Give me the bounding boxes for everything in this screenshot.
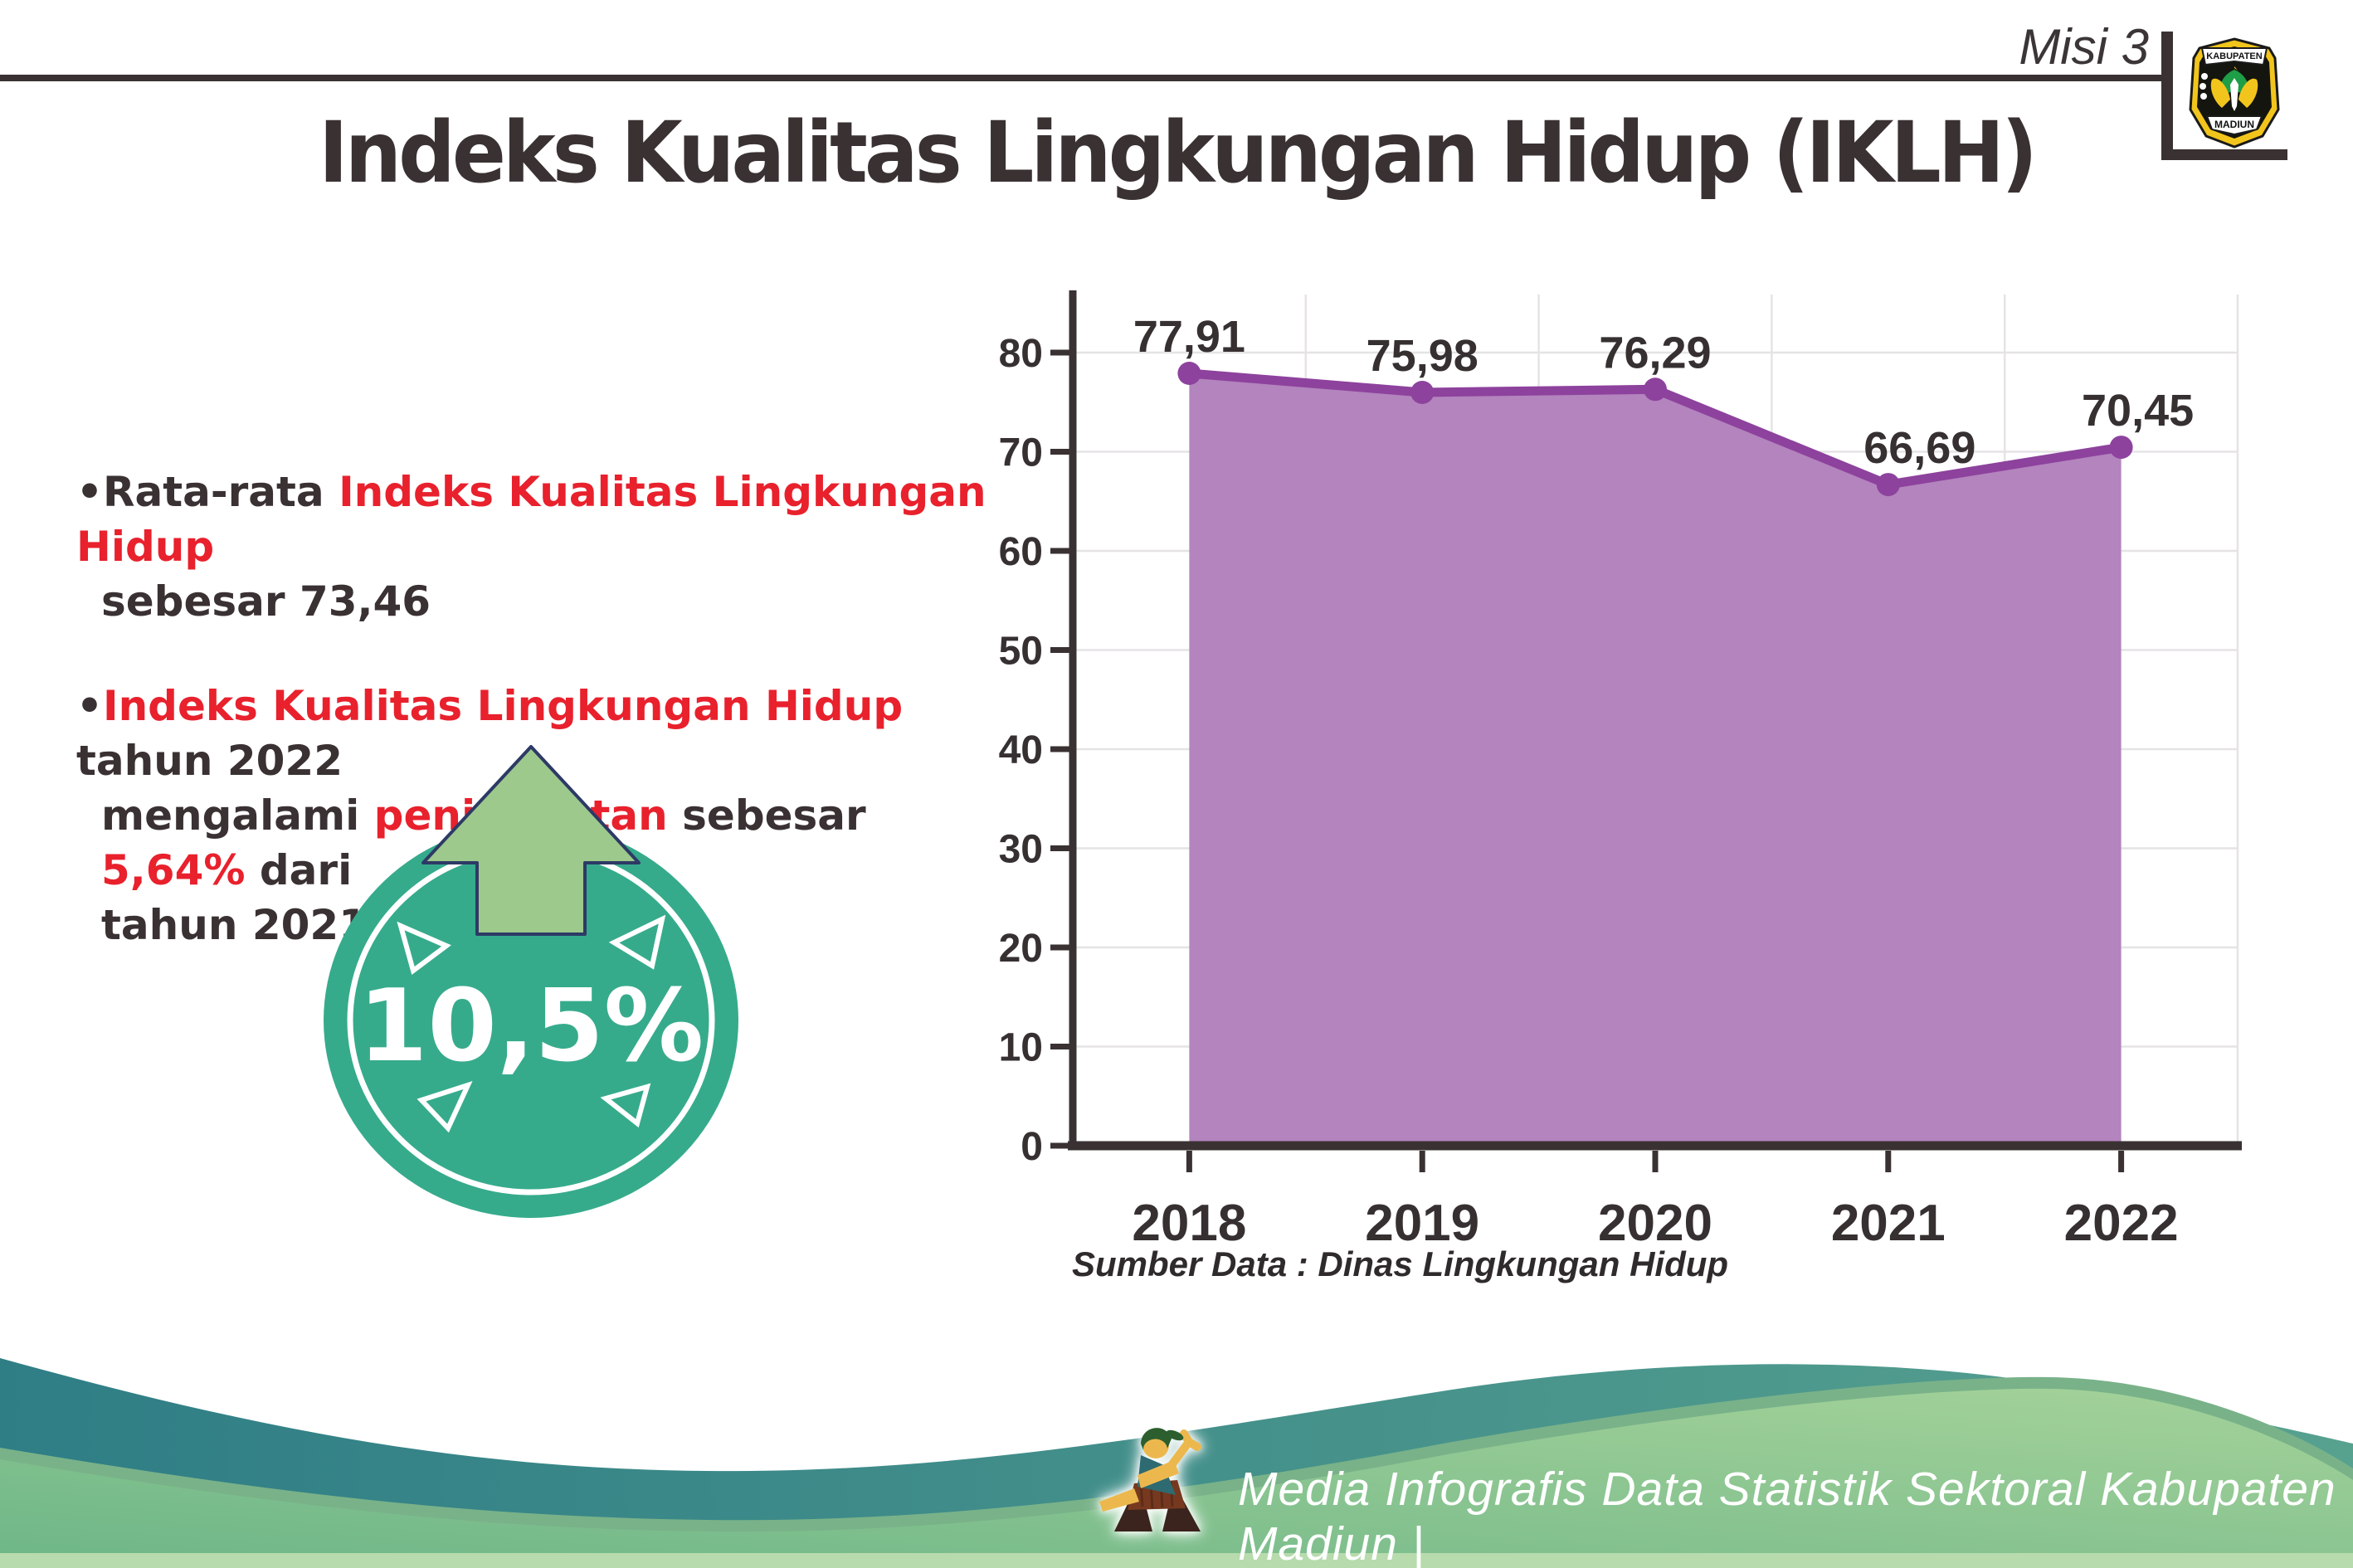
corner-frame-vertical — [2161, 32, 2173, 160]
mascot-cap-leaf — [1166, 1429, 1184, 1441]
y-tick-label: 70 — [999, 431, 1043, 475]
data-label-2019: 75,98 — [1366, 331, 1479, 381]
corner-frame-horizontal — [2161, 149, 2287, 160]
logo-wing-left — [2210, 78, 2230, 108]
logo-keris — [2230, 78, 2239, 111]
badge-value: 10,5% — [358, 969, 704, 1084]
note-line: •Indeks Kualitas Lingkungan Hidup tahun … — [76, 679, 1006, 788]
logo-banner-top — [2200, 47, 2268, 66]
note-bullet-2: •Indeks Kualitas Lingkungan Hidup tahun … — [76, 679, 1006, 952]
badge-accent-sw — [417, 1081, 473, 1133]
mascot-skirt-texture — [1139, 1481, 1174, 1509]
note-line: sebesar 73,46 — [76, 574, 1006, 629]
footer-wave-green — [0, 1388, 2353, 1568]
badge-accent-nw — [397, 921, 451, 976]
note-text-segment: tahun 2022 — [76, 737, 343, 785]
bullet-glyph: • — [76, 682, 103, 730]
header-rule — [0, 75, 2163, 81]
y-tick-label: 20 — [999, 927, 1043, 971]
increase-badge: 10,5% — [324, 745, 738, 1218]
logo-banner-bottom — [2205, 115, 2263, 136]
note-text-segment: sebesar — [667, 791, 866, 840]
y-tick-label: 0 — [1021, 1125, 1043, 1169]
y-tick-label: 40 — [999, 728, 1043, 772]
x-tick-label: 2022 — [2064, 1195, 2179, 1252]
note-text-segment: sebesar 73,46 — [101, 577, 431, 626]
badge-accent-se — [600, 1083, 651, 1128]
source-note: Sumber Data : Dinas Lingkungan Hidup — [1072, 1244, 1729, 1283]
note-bullet-1: •Rata-rata Indeks Kualitas Lingkungan Hi… — [76, 465, 1006, 629]
logo-cotton-2 — [2200, 83, 2206, 90]
notes-list: •Rata-rata Indeks Kualitas Lingkungan Hi… — [76, 465, 1006, 1002]
mascot-icon — [1099, 1428, 1201, 1531]
data-point-2018 — [1177, 362, 1201, 385]
note-line: mengalami peningkatan sebesar 5,64% dari — [76, 788, 1006, 898]
badge-accent-ne — [608, 914, 666, 970]
data-label-2021: 66,69 — [1863, 423, 1975, 473]
data-point-2019 — [1410, 381, 1435, 404]
mascot-cap — [1141, 1428, 1172, 1450]
footer-caption: Media Infografis Data Statistik Sektoral… — [1238, 1463, 2336, 1568]
data-point-2021 — [1876, 473, 1900, 497]
y-tick-label: 80 — [999, 332, 1043, 376]
note-text-segment: Indeks Kualitas Lingkungan Hidup — [76, 468, 987, 571]
mascot-arm-left — [1099, 1488, 1139, 1512]
data-label-2020: 76,29 — [1599, 328, 1711, 377]
note-line: tahun 2021 — [76, 898, 1006, 952]
logo-cotton-1 — [2201, 73, 2208, 80]
data-point-2020 — [1644, 377, 1667, 402]
note-text-segment: Indeks Kualitas Lingkungan Hidup — [102, 682, 904, 730]
x-tick-label: 2018 — [1132, 1195, 1246, 1252]
note-text-segment: Rata-rata — [102, 468, 339, 516]
logo-wing-right — [2239, 78, 2258, 108]
y-tick-label: 60 — [999, 530, 1043, 574]
x-tick-label: 2019 — [1365, 1195, 1479, 1252]
data-point-2022 — [2109, 436, 2133, 460]
logo-star — [2234, 66, 2239, 71]
mascot-arm-right — [1165, 1429, 1201, 1473]
data-label-2022: 70,45 — [2082, 386, 2194, 436]
footer-bottom-strip — [0, 1553, 2353, 1568]
note-line: •Rata-rata Indeks Kualitas Lingkungan Hi… — [76, 465, 1006, 574]
data-label-2018: 77,91 — [1133, 312, 1245, 362]
logo-top-text: KABUPATEN — [2206, 51, 2262, 61]
logo-bottom-text: MADIUN — [2214, 119, 2254, 130]
note-text-segment: mengalami — [101, 791, 374, 840]
logo-cotton-3 — [2200, 93, 2207, 100]
misi-label: Misi 3 — [2019, 19, 2149, 75]
x-tick-label: 2020 — [1598, 1195, 1712, 1252]
y-tick-label: 50 — [999, 630, 1043, 674]
y-tick-label: 30 — [999, 828, 1043, 872]
iklh-area-chart: 0 10 20 30 40 50 60 70 80 2018 2019 2020 2021 2022 77,… — [999, 290, 2242, 1252]
note-text-segment: dari — [245, 846, 353, 894]
area-fill — [1189, 373, 2122, 1146]
up-arrow-icon — [421, 745, 641, 936]
note-text-segment: tahun 2021 — [101, 901, 368, 949]
kabupaten-madiun-logo-icon: KABUPATEN MADIUN — [2189, 37, 2280, 149]
note-text-segment: 5,64% — [101, 846, 246, 894]
x-tick-label: 2021 — [1831, 1195, 1946, 1252]
bullet-glyph: • — [76, 468, 103, 516]
page-title: Indeks Kualitas Lingkungan Hidup (IKLH) — [319, 103, 2038, 202]
y-tick-label: 10 — [999, 1026, 1043, 1070]
